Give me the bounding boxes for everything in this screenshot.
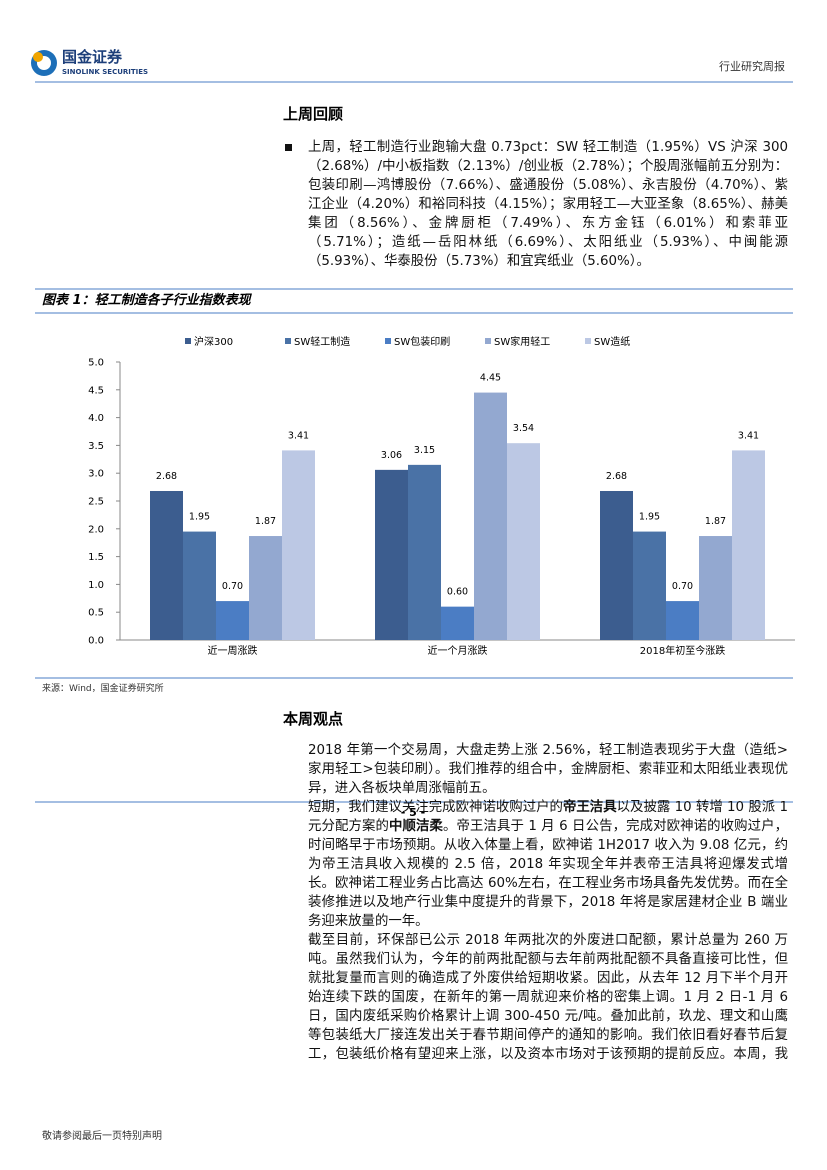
value-label: 1.95 bbox=[639, 512, 660, 523]
value-label: 3.41 bbox=[738, 430, 759, 441]
legend-swatch bbox=[585, 338, 591, 344]
bullet: 上周，轻工制造行业跑输大盘 0.73pct：SW 轻工制造（1.95%）VS 沪… bbox=[285, 138, 788, 271]
bar bbox=[249, 536, 282, 640]
legend-swatch bbox=[385, 338, 391, 344]
section-title: 本周观点 bbox=[283, 710, 344, 728]
y-tick-label: 4.5 bbox=[88, 385, 104, 396]
bar bbox=[441, 606, 474, 640]
x-tick-label: 近一周涨跌 bbox=[208, 644, 258, 657]
text: 2018 年第一个交易周，大盘走势上涨 2.56%，轻工制造表现劣于大盘（造纸>… bbox=[308, 743, 788, 796]
page-number: - 5 - bbox=[401, 806, 425, 819]
value-label: 3.06 bbox=[381, 450, 402, 461]
value-label: 3.41 bbox=[288, 430, 309, 441]
bold-text: 帝王洁具 bbox=[562, 800, 617, 815]
y-tick-label: 3.0 bbox=[88, 469, 104, 480]
bar bbox=[150, 490, 183, 640]
legend-swatch bbox=[185, 338, 191, 344]
text: 截至目前，环保部已公示 2018 年两批次的外废进口配额，累计总量为 260 万… bbox=[308, 933, 788, 1061]
bullet-list: 上周，轻工制造行业跑输大盘 0.73pct：SW 轻工制造（1.95%）VS 沪… bbox=[285, 138, 788, 271]
value-label: 3.54 bbox=[513, 423, 534, 434]
disclaimer: 敬请参阅最后一页特别声明 bbox=[42, 1129, 162, 1142]
bullet: 短期，我们建议关注完成欧神诺收购过户的帝王洁具以及披露 10 转增 10 股派 … bbox=[308, 798, 788, 931]
bar bbox=[666, 601, 699, 640]
y-tick-label: 1.0 bbox=[88, 580, 104, 591]
bar bbox=[408, 464, 441, 640]
bullet: 2018 年第一个交易周，大盘走势上涨 2.56%，轻工制造表现劣于大盘（造纸>… bbox=[308, 741, 788, 798]
x-tick-label: 近一个月涨跌 bbox=[428, 644, 488, 657]
value-label: 1.95 bbox=[189, 512, 210, 523]
bar bbox=[633, 531, 666, 640]
logo-subtext: SINOLINK SECURITIES bbox=[62, 68, 148, 76]
bullet-list: 2018 年第一个交易周，大盘走势上涨 2.56%，轻工制造表现劣于大盘（造纸>… bbox=[308, 741, 788, 1061]
y-tick-label: 0.0 bbox=[88, 636, 104, 647]
bar bbox=[216, 601, 249, 640]
bar bbox=[732, 450, 765, 640]
report-type: 行业研究周报 bbox=[719, 59, 785, 73]
y-tick-label: 5.0 bbox=[88, 358, 104, 369]
text: 上周，轻工制造行业跑输大盘 0.73pct：SW 轻工制造（1.95%）VS 沪… bbox=[308, 140, 788, 269]
value-label: 2.68 bbox=[156, 471, 177, 482]
value-label: 0.60 bbox=[447, 587, 468, 598]
logo-text: 国金证券 bbox=[62, 48, 123, 66]
source: 来源：Wind，国金证券研究所 bbox=[42, 682, 164, 694]
value-label: 3.15 bbox=[414, 445, 435, 456]
bar bbox=[600, 490, 633, 640]
value-label: 0.70 bbox=[672, 581, 693, 592]
legend-label: SW造纸 bbox=[594, 335, 630, 348]
text: 以及披露 10 转增 10 股派 1 元分配方案的 bbox=[308, 800, 788, 834]
section-title: 上周回顾 bbox=[283, 105, 344, 123]
text: 短期，我们建议关注完成欧神诺收购过户的 bbox=[308, 800, 563, 815]
bar bbox=[507, 443, 540, 640]
y-tick-label: 1.5 bbox=[88, 552, 104, 563]
y-tick-label: 3.5 bbox=[88, 441, 104, 452]
y-tick-label: 2.5 bbox=[88, 497, 104, 508]
value-label: 2.68 bbox=[606, 471, 627, 482]
value-label: 4.45 bbox=[480, 373, 501, 384]
y-tick-label: 0.5 bbox=[88, 608, 104, 619]
bar bbox=[375, 469, 408, 640]
legend-label: SW家用轻工 bbox=[494, 335, 550, 348]
legend-label: SW包装印刷 bbox=[394, 335, 450, 348]
bar bbox=[183, 531, 216, 640]
legend-label: 沪深300 bbox=[194, 335, 233, 348]
logo-dot bbox=[33, 52, 43, 62]
figure-title: 图表 1：轻工制造各子行业指数表现 bbox=[42, 292, 253, 308]
bar bbox=[699, 536, 732, 640]
value-label: 0.70 bbox=[222, 581, 243, 592]
legend-swatch bbox=[285, 338, 291, 344]
bar bbox=[474, 392, 507, 640]
value-label: 1.87 bbox=[255, 516, 276, 527]
legend-swatch bbox=[485, 338, 491, 344]
bar bbox=[282, 450, 315, 640]
bullet: 截至目前，环保部已公示 2018 年两批次的外废进口配额，累计总量为 260 万… bbox=[308, 931, 788, 1061]
text: 。帝王洁具于 1 月 6 日公告，完成对欧神诺的收购过户，时间略早于市场预期。从… bbox=[308, 819, 788, 929]
x-tick-label: 2018年初至今涨跌 bbox=[640, 644, 725, 657]
y-tick-label: 2.0 bbox=[88, 524, 104, 535]
y-tick-label: 4.0 bbox=[88, 413, 104, 424]
bold-text: 中顺洁柔 bbox=[389, 819, 444, 834]
legend-label: SW轻工制造 bbox=[294, 335, 350, 348]
value-label: 1.87 bbox=[705, 516, 726, 527]
